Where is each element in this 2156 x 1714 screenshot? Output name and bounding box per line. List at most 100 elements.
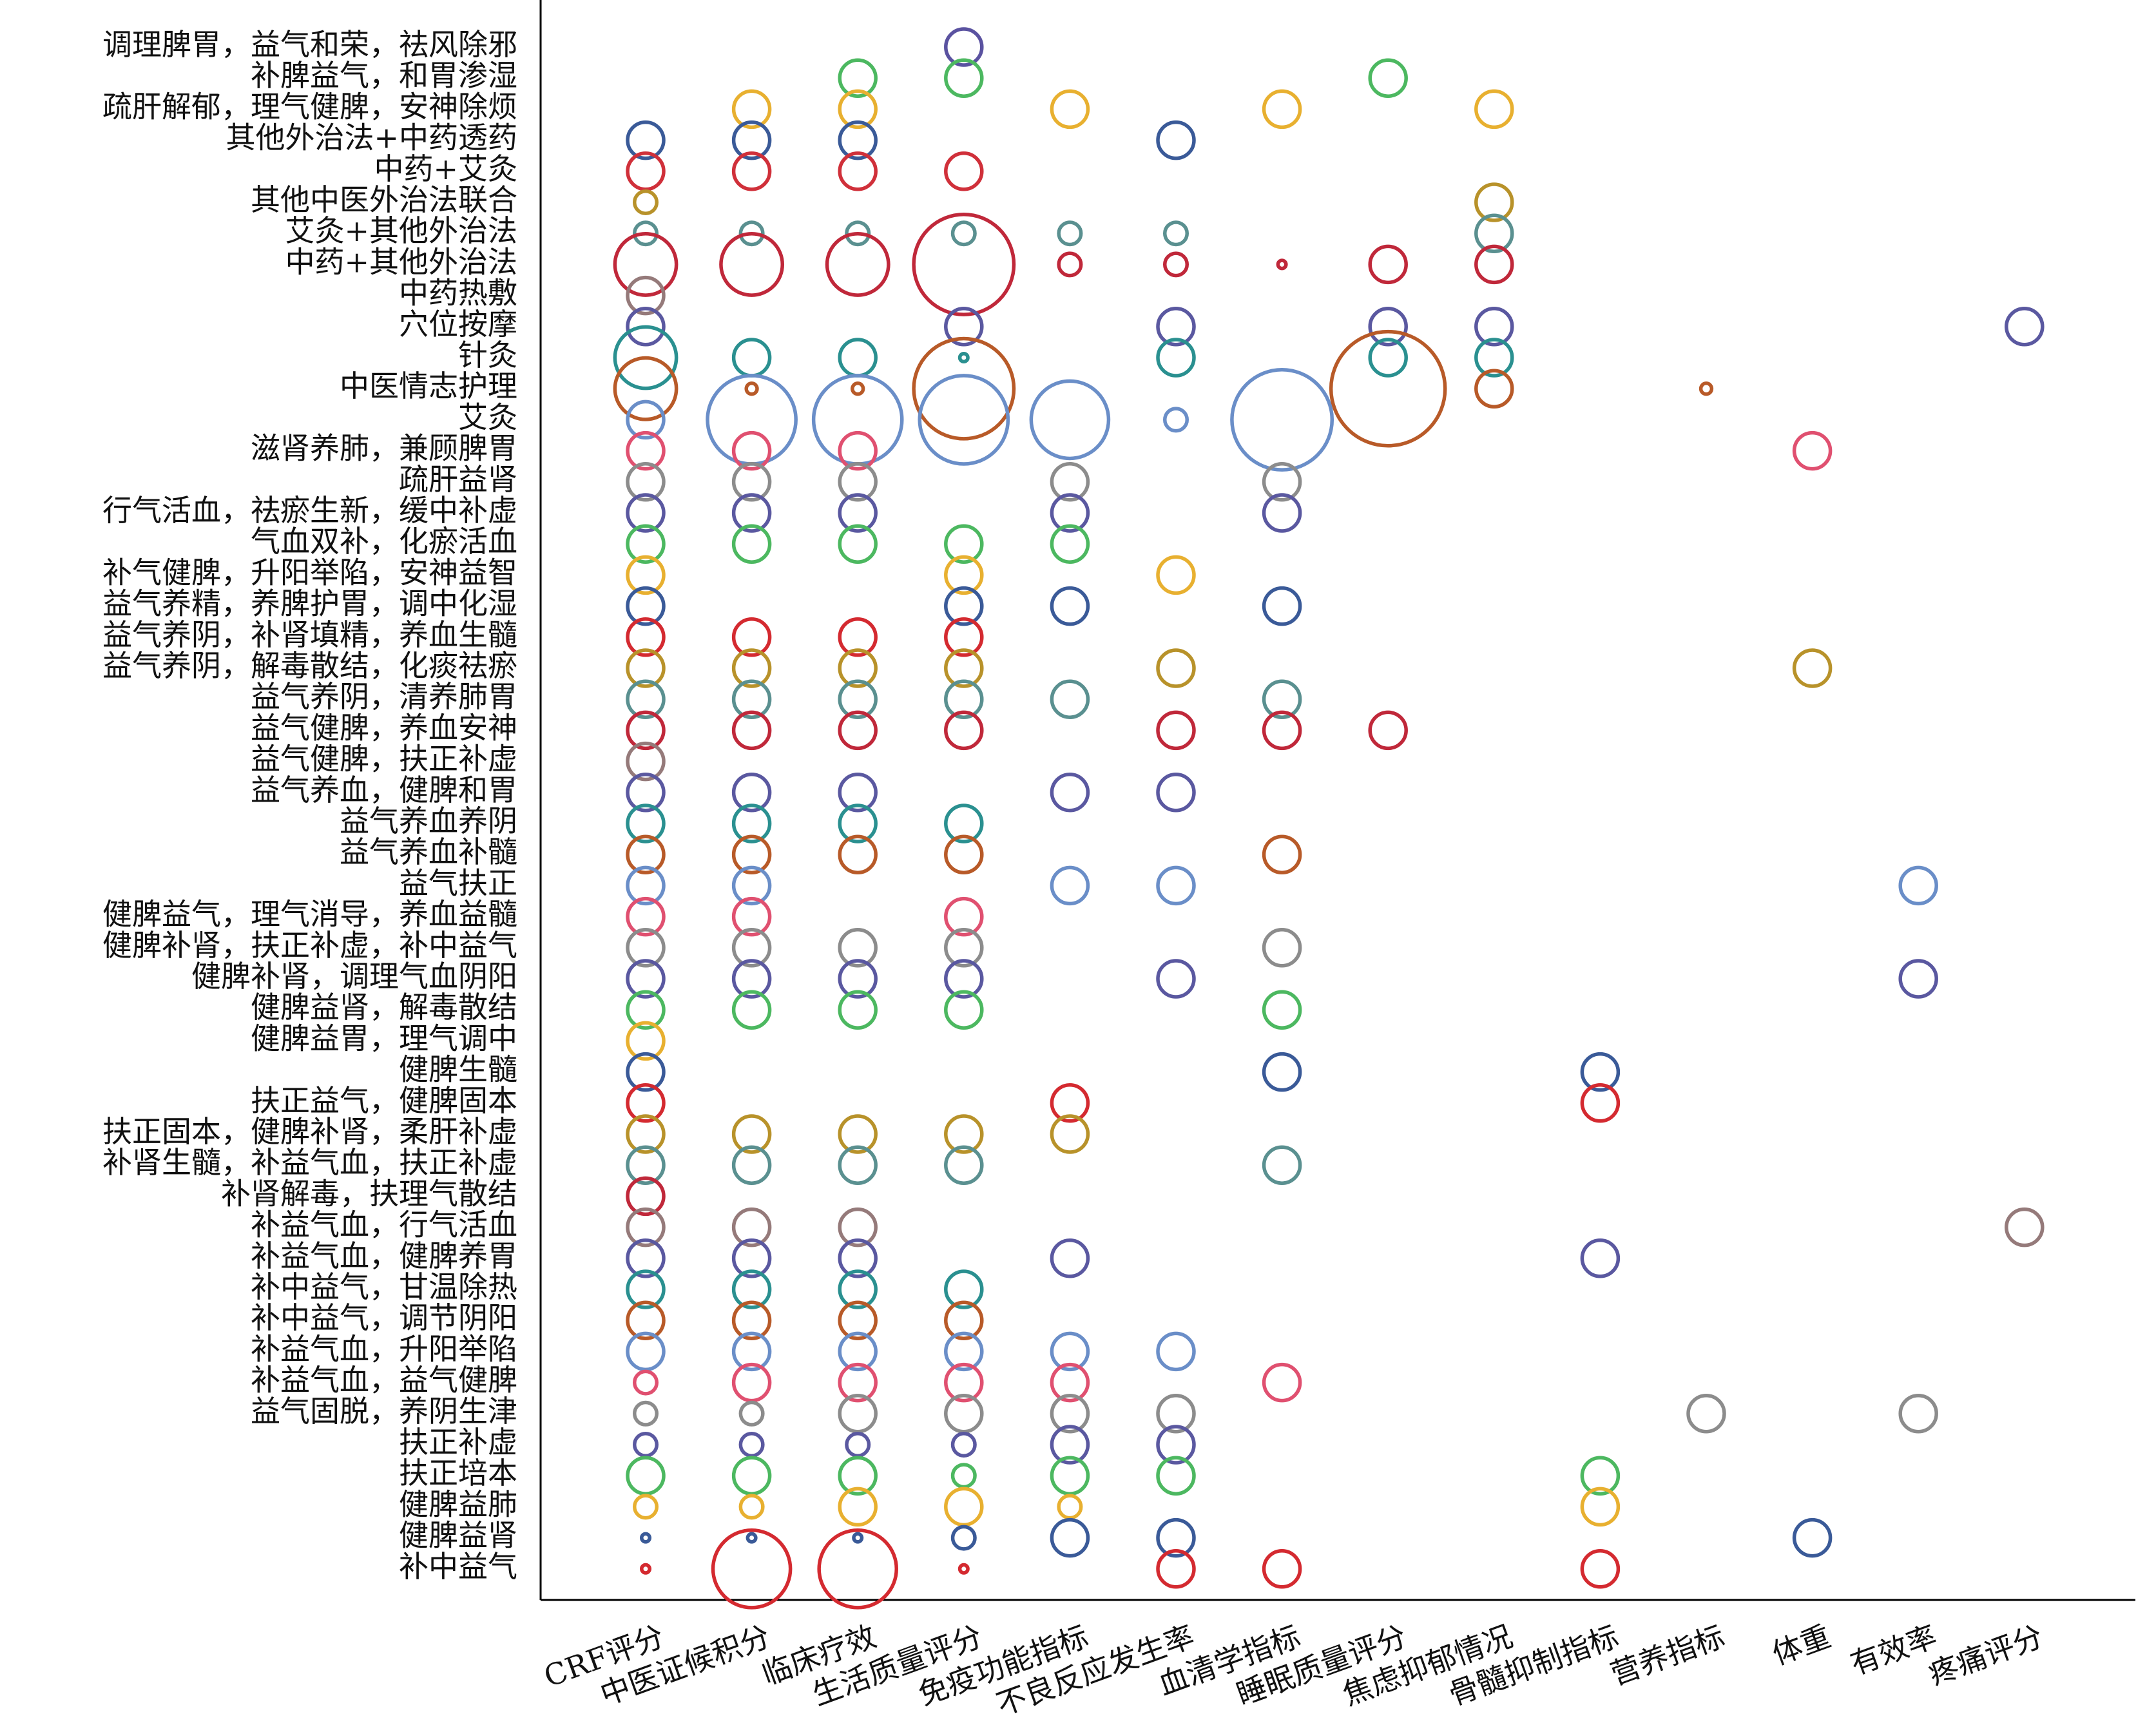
- bubble: [738, 1431, 765, 1458]
- bubble: [838, 804, 878, 843]
- bubble: [1580, 1487, 1621, 1527]
- bubble: [1156, 1549, 1196, 1589]
- bubble: [706, 374, 798, 466]
- bubble: [746, 1532, 758, 1544]
- bubble: [1474, 369, 1514, 409]
- y-tick-label: 补脾益气，和胃渗湿: [251, 58, 517, 93]
- bubble: [731, 1145, 772, 1185]
- y-tick-label: 益气扶正: [399, 865, 517, 900]
- bubble: [731, 1238, 772, 1278]
- bubble: [1262, 1362, 1302, 1403]
- bubble: [626, 1052, 666, 1092]
- bubble: [944, 1362, 984, 1403]
- bubble: [944, 151, 984, 191]
- bubble: [944, 555, 984, 595]
- bubble: [1050, 1456, 1090, 1496]
- y-tick-label: 补益气血，升阳举陷: [251, 1331, 517, 1366]
- bubble: [838, 928, 878, 968]
- bubble: [845, 1431, 871, 1458]
- bubble: [1156, 1331, 1196, 1372]
- y-tick-label: 益气养血养阴: [340, 804, 517, 838]
- bubble: [1474, 213, 1514, 253]
- bubble: [626, 959, 666, 999]
- x-tick-label: 疼痛评分: [1924, 1619, 2047, 1692]
- bubble: [731, 865, 772, 906]
- bubble: [626, 928, 666, 968]
- y-tick-label: 气血双补，化瘀活血: [251, 524, 517, 559]
- bubble: [944, 990, 984, 1030]
- bubble: [626, 804, 666, 843]
- y-tick-label: 益气养血补髓: [340, 834, 517, 869]
- bubble: [626, 400, 666, 440]
- bubble: [626, 773, 666, 813]
- bubble: [613, 356, 679, 421]
- bubble: [731, 1114, 772, 1154]
- y-tick-label: 扶正补虚: [399, 1425, 517, 1459]
- bubble: [838, 834, 878, 874]
- bubble: [626, 430, 666, 471]
- bubble: [1156, 648, 1196, 688]
- bubble: [1162, 251, 1189, 278]
- y-tick-label: 扶正益气，健脾固本: [251, 1083, 517, 1118]
- bubble: [944, 1145, 984, 1185]
- bubble: [1162, 407, 1189, 433]
- bubble: [632, 1400, 659, 1427]
- bubble: [626, 1300, 666, 1340]
- bubble: [626, 617, 666, 657]
- bubble: [731, 1207, 772, 1247]
- bubble: [944, 959, 984, 999]
- bubble: [838, 58, 878, 98]
- bubble: [731, 493, 772, 533]
- bubble: [950, 1525, 977, 1551]
- bubble: [944, 586, 984, 626]
- bubble: [944, 648, 984, 688]
- bubble: [838, 1238, 878, 1278]
- bubble: [944, 1114, 984, 1154]
- y-tick-label: 艾灸: [458, 400, 517, 434]
- y-tick-label: 中药热敷: [399, 276, 517, 311]
- y-tick-label: 益气养阴，清养肺胃: [251, 679, 517, 714]
- bubble: [838, 338, 878, 378]
- y-tick-label: 益气养精，养脾护胃，调中化湿: [102, 586, 517, 621]
- bubble: [838, 1331, 878, 1372]
- bubble: [944, 1331, 984, 1372]
- bubble: [731, 338, 772, 378]
- y-tick-label: 补中益气，调节阴阳: [251, 1300, 517, 1335]
- bubble: [626, 151, 666, 191]
- bubble: [1368, 58, 1408, 98]
- bubble: [731, 990, 772, 1030]
- bubble: [626, 1238, 666, 1278]
- bubble: [918, 374, 1010, 466]
- bubble: [719, 231, 785, 297]
- bubble: [1262, 710, 1302, 751]
- bubble: [838, 1456, 878, 1496]
- bubble: [944, 834, 984, 874]
- bubble: [1262, 1052, 1302, 1092]
- bubble: [944, 58, 984, 98]
- bubble: [1474, 182, 1514, 222]
- bubble: [838, 493, 878, 533]
- bubble: [838, 151, 878, 191]
- bubble: [1474, 338, 1514, 378]
- y-tick-label: 健脾生髓: [399, 1052, 517, 1087]
- bubble: [958, 1563, 970, 1575]
- bubble: [1262, 1549, 1302, 1589]
- bubble: [1474, 89, 1514, 130]
- bubble: [731, 617, 772, 657]
- bubble: [626, 493, 666, 533]
- y-tick-label: 补肾解毒，扶理气散结: [221, 1176, 517, 1211]
- bubble: [838, 1145, 878, 1185]
- bubble: [1792, 648, 1833, 688]
- bubble: [1156, 1425, 1196, 1465]
- bubble: [1276, 258, 1288, 271]
- bubble: [838, 524, 878, 564]
- bubble: [838, 990, 878, 1030]
- y-tick-label: 其他中医外治法联合: [251, 182, 517, 217]
- bubble: [731, 1300, 772, 1340]
- bubble: [845, 220, 871, 247]
- bubble: [626, 1176, 666, 1217]
- bubble: [944, 524, 984, 564]
- bubble: [1050, 1362, 1090, 1403]
- bubble: [1156, 959, 1196, 999]
- bubble: [1580, 1549, 1621, 1589]
